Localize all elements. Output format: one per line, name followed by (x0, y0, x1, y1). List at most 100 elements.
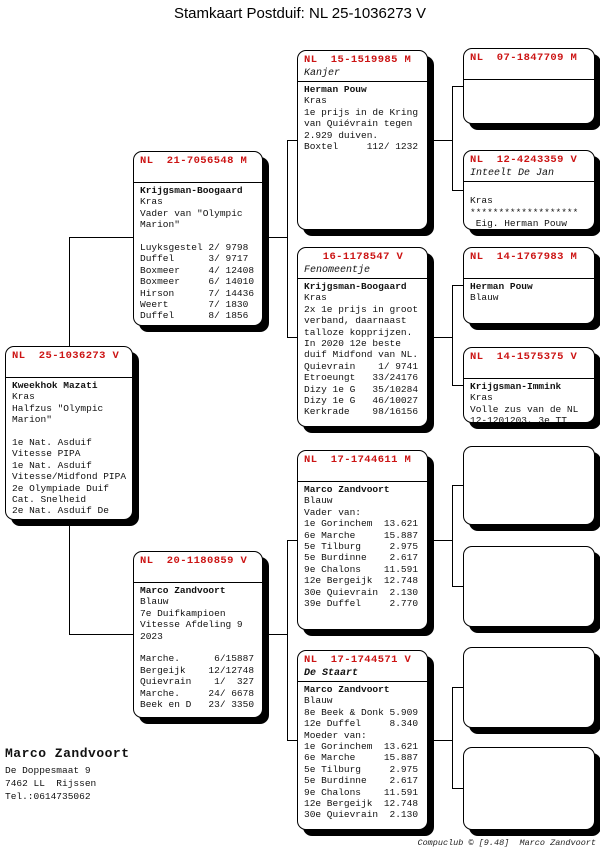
pigeon-alias: Kanjer (304, 68, 341, 79)
header-divider (464, 79, 594, 80)
pigeon-alias (140, 169, 257, 181)
fancier-name: Krijgsman-Boogaard (140, 185, 243, 196)
pigeon-alias (470, 265, 589, 277)
pedigree-box-subject: NL 25-1036273 V Kweekhok Mazati Kras Hal… (5, 346, 133, 520)
pigeon-details: Kras Halfzus "Olympic Marion" 1e Nat. As… (12, 391, 127, 517)
pigeon-details: Blauw Vader van: 1e Gorinchem 13.621 6e … (304, 495, 419, 610)
ring-number: NL 17-1744571 V (304, 654, 412, 666)
ring-number: NL 14-1575375 V (470, 351, 578, 363)
fancier-name: Marco Zandvoort (140, 585, 226, 596)
connector-line (452, 285, 453, 386)
connector-line (428, 740, 453, 741)
pigeon-alias: Fenomeentje (304, 265, 371, 276)
pigeon-details: Blauw (470, 292, 499, 304)
pigeon-alias (304, 468, 422, 480)
ring-number: NL 07-1847709 M (470, 52, 578, 64)
connector-line (69, 237, 133, 238)
ring-number: NL 21-7056548 M (140, 155, 248, 167)
pigeon-alias (470, 66, 589, 78)
ring-number: NL 14-1767983 M (470, 251, 578, 263)
ring-number: NL 15-1519985 M (304, 54, 412, 66)
owner-address-line1: De Doppesmaat 9 (5, 765, 91, 776)
connector-line (287, 140, 288, 338)
header-divider (464, 378, 594, 379)
connector-line (287, 140, 297, 141)
pedigree-box-grandmother-paternal: 16-1178547 V Fenomeentje Krijgsman-Booga… (297, 247, 428, 427)
header-divider (298, 278, 427, 279)
pedigree-box-empty (463, 647, 595, 728)
connector-line (452, 586, 463, 587)
connector-line (287, 540, 297, 541)
pigeon-details: Kras 2x 1e prijs in groot verband, daarn… (304, 292, 419, 418)
pedigree-box-empty (463, 747, 595, 830)
ring-number: NL 20-1180859 V (140, 555, 248, 567)
connector-line (452, 687, 453, 789)
pigeon-alias (12, 364, 127, 376)
pigeon-details: Blauw 7e Duifkampioen Vitesse Afdeling 9… (140, 596, 255, 711)
fancier-name: Krijgsman-Boogaard (304, 281, 407, 292)
connector-line (428, 540, 453, 541)
ring-number: NL 17-1744611 M (304, 454, 412, 466)
ring-number: NL 12-4243359 V (470, 154, 578, 166)
fancier-name: Herman Pouw (304, 84, 367, 95)
connector-line (452, 385, 463, 386)
ring-number: NL 25-1036273 V (12, 350, 120, 362)
software-credit: Compuclub © [9.48] Marco Zandvoort (417, 838, 596, 848)
connector-line (452, 190, 463, 191)
owner-info: Marco Zandvoort De Doppesmaat 9 7462 LL … (5, 746, 130, 803)
header-divider (134, 582, 262, 583)
connector-line (263, 634, 288, 635)
pedigree-box-father: NL 21-7056548 M Krijgsman-Boogaard Kras … (133, 151, 263, 326)
header-divider (298, 81, 427, 82)
pedigree-box-great-grandparent-3: NL 14-1767983 M Herman Pouw Blauw (463, 247, 595, 324)
fancier-name: Marco Zandvoort (304, 484, 390, 495)
pigeon-details: Blauw 8e Beek & Donk 5.909 12e Duffel 8.… (304, 695, 419, 821)
fancier-name (470, 184, 589, 195)
pedigree-box-great-grandparent-2: NL 12-4243359 V Inteelt De Jan Kras ****… (463, 150, 595, 230)
pedigree-box-grandmother-maternal: NL 17-1744571 V De Staart Marco Zandvoor… (297, 650, 428, 830)
connector-line (452, 485, 453, 587)
owner-address-line2: 7462 LL Rijssen (5, 777, 97, 789)
pedigree-box-grandfather-paternal: NL 15-1519985 M Kanjer Herman Pouw Kras … (297, 50, 428, 230)
pigeon-alias: De Staart (304, 668, 359, 679)
connector-line (452, 788, 463, 789)
connector-line (287, 740, 297, 741)
pigeon-details: Kras ******************* Eig. Herman Pou… (470, 195, 579, 230)
connector-line (452, 285, 463, 286)
fancier-name: Marco Zandvoort (304, 684, 390, 695)
owner-phone: Tel.:0614735062 (5, 790, 91, 802)
owner-name: Marco Zandvoort (5, 746, 130, 761)
pigeon-details: Kras Volle zus van de NL 12-1201203, 3e … (470, 392, 579, 423)
connector-line (287, 540, 288, 741)
connector-line (69, 520, 70, 635)
pedigree-box-grandfather-maternal: NL 17-1744611 M Marco Zandvoort Blauw Va… (297, 450, 428, 630)
connector-line (287, 337, 297, 338)
page-title: Stamkaart Postduif: NL 25-1036273 V (173, 5, 427, 22)
connector-line (428, 337, 453, 338)
pedigree-box-mother: NL 20-1180859 V Marco Zandvoort Blauw 7e… (133, 551, 263, 718)
ring-number: 16-1178547 V (322, 251, 404, 263)
pedigree-box-great-grandparent-1: NL 07-1847709 M (463, 48, 595, 124)
fancier-name: Herman Pouw (470, 281, 533, 292)
header-divider (134, 182, 262, 183)
pigeon-details: Kras Vader van "Olympic Marion" Luyksges… (140, 196, 255, 322)
pedigree-box-empty (463, 446, 595, 525)
header-divider (298, 481, 427, 482)
pedigree-box-empty (463, 546, 595, 627)
pedigree-box-great-grandparent-4: NL 14-1575375 V Krijgsman-Immink Kras Vo… (463, 347, 595, 423)
fancier-name: Kweekhok Mazati (12, 380, 98, 391)
connector-line (452, 485, 463, 486)
fancier-name (470, 82, 589, 93)
connector-line (69, 634, 133, 635)
header-divider (464, 278, 594, 279)
header-divider (6, 377, 132, 378)
header-divider (298, 681, 427, 682)
pigeon-alias (140, 569, 257, 581)
pigeon-alias (470, 365, 589, 377)
pigeon-details: Kras 1e prijs in de Kring van Quiévrain … (304, 95, 419, 153)
connector-line (69, 237, 70, 346)
fancier-name: Krijgsman-Immink (470, 381, 562, 392)
pigeon-alias: Inteelt De Jan (470, 168, 555, 179)
connector-line (263, 237, 288, 238)
